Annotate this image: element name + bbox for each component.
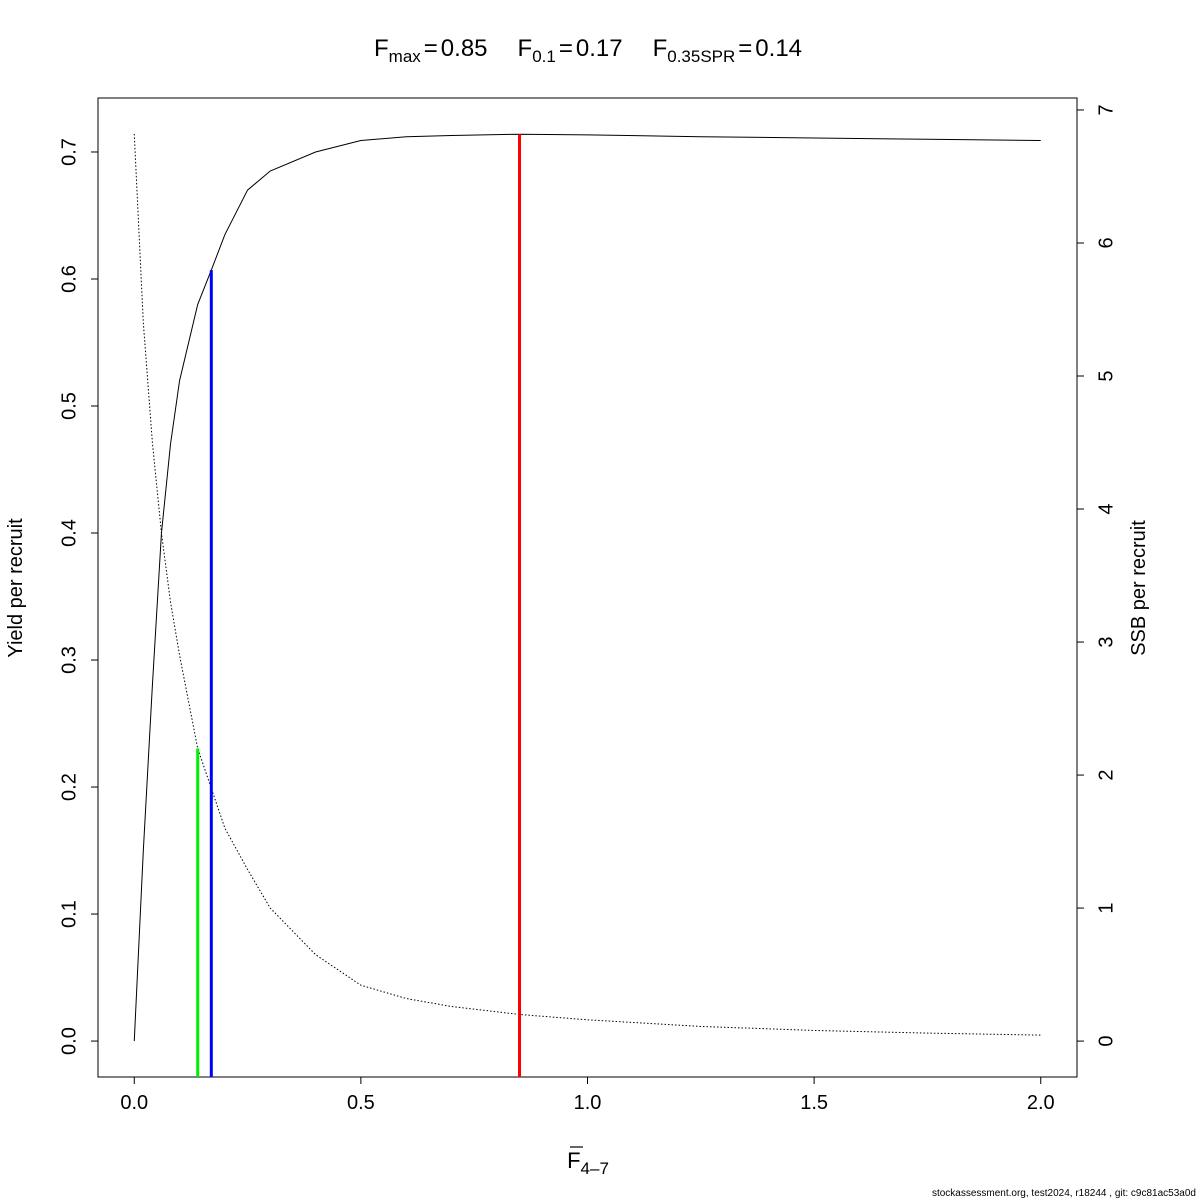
title-symbol: F	[518, 35, 533, 62]
title-value: 0.17	[576, 35, 623, 62]
y2-axis-label: SSB per recruit	[1128, 520, 1150, 656]
plot-frame	[97, 97, 1078, 1078]
title-subscript: max	[389, 47, 422, 66]
y-tick-label: 0.7	[58, 138, 80, 166]
y-tick-label: 0.1	[58, 900, 80, 928]
y2-tick-label: 6	[1095, 237, 1117, 248]
y-axis-label: Yield per recruit	[5, 518, 27, 658]
x-tick-label: 1.0	[574, 1092, 602, 1114]
title-subscript: 0.35SPR	[667, 47, 735, 66]
title-subscript: 0.1	[532, 47, 556, 66]
y2-tick-label: 7	[1095, 104, 1117, 115]
x-label-subscript: 4–7	[581, 1159, 609, 1178]
y-tick-label: 0.6	[58, 265, 80, 293]
title-value: 0.85	[441, 35, 488, 62]
y-tick-label: 0.2	[58, 773, 80, 801]
title-value: 0.14	[755, 35, 802, 62]
y-tick-label: 0.3	[58, 646, 80, 674]
title-equals: =	[738, 35, 752, 62]
x-tick-label: 1.5	[800, 1092, 828, 1114]
y-tick-label: 0.0	[58, 1027, 80, 1055]
series-line	[133, 133, 1041, 1042]
y2-tick-label: 3	[1095, 636, 1117, 647]
title-equals: =	[559, 35, 573, 62]
title-equals: =	[424, 35, 438, 62]
y2-tick-label: 5	[1095, 370, 1117, 381]
y2-tick-label: 0	[1095, 1036, 1117, 1047]
y-tick-label: 0.4	[58, 519, 80, 547]
y-tick-label: 0.5	[58, 392, 80, 420]
x-label-symbol: F	[567, 1148, 580, 1173]
y2-tick-label: 2	[1095, 769, 1117, 780]
x-tick-label: 0.0	[120, 1092, 148, 1114]
series-line	[133, 133, 1041, 1036]
footer: stockassessment.org, test2024, r18244 , …	[932, 1188, 1196, 1199]
chart-title: Fmax = 0.85 F0.1 = 0.17 F0.35SPR = 0.14	[374, 35, 802, 66]
x-tick-label: 0.5	[347, 1092, 375, 1114]
x-axis-label: F4–7	[567, 1148, 609, 1178]
title-symbol: F	[653, 35, 668, 62]
x-tick-label: 2.0	[1027, 1092, 1055, 1114]
y2-tick-label: 4	[1095, 503, 1117, 514]
title-symbol: F	[374, 35, 389, 62]
y2-tick-label: 1	[1095, 903, 1117, 914]
